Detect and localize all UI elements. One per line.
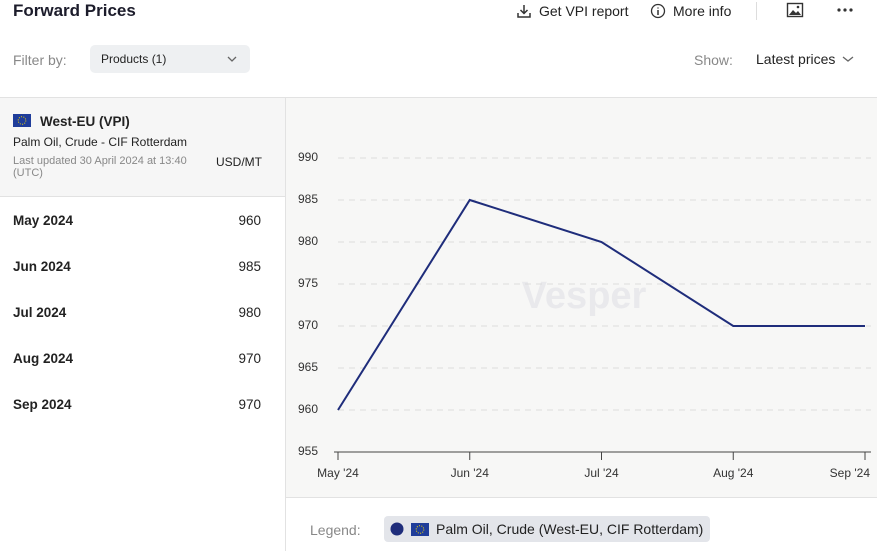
show-label: Show: (694, 52, 733, 68)
x-tick-label: Jun '24 (451, 466, 490, 480)
eu-flag (13, 114, 31, 127)
y-tick-label: 990 (298, 150, 318, 164)
y-tick-label: 970 (298, 318, 318, 332)
x-tick-label: Sep '24 (830, 466, 871, 480)
get-report-button[interactable]: Get VPI report (516, 3, 628, 19)
price-row: Aug 2024 970 (13, 335, 261, 381)
month: Aug 2024 (13, 350, 74, 366)
download-icon (517, 5, 531, 18)
divider (756, 2, 757, 20)
y-tick-label: 975 (298, 276, 318, 290)
eu-flag (411, 522, 429, 536)
legend: Legend: Palm Oil, Crude (West-EU, CIF Ro… (286, 497, 877, 552)
more-button[interactable] (836, 2, 854, 18)
price: 960 (238, 212, 261, 228)
chart: Vesper 955 960 965 970 975 980 985 990 May '24 Ju… (286, 98, 877, 497)
price-row: Jun 2024 985 (13, 243, 261, 289)
legend-title: Legend: (310, 522, 361, 538)
unit: USD/MT (216, 155, 262, 169)
page-title: Forward Prices (13, 1, 136, 20)
filter-label: Filter by: (13, 52, 67, 68)
show-dropdown[interactable]: Latest prices (756, 51, 854, 67)
panel-header: West-EU (VPI) Palm Oil, Crude - CIF Rott… (0, 98, 285, 197)
image-button[interactable] (786, 2, 804, 18)
price-row: May 2024 960 (13, 197, 261, 243)
month: Sep 2024 (13, 396, 72, 412)
legend-item[interactable]: Palm Oil, Crude (West-EU, CIF Rotterdam) (384, 516, 711, 542)
chevron (842, 56, 854, 62)
button-label: Get VPI report (539, 3, 629, 19)
price: 985 (238, 258, 261, 274)
more-info-button[interactable]: More info (650, 3, 731, 19)
y-tick-label: 980 (298, 234, 318, 248)
price: 970 (238, 396, 261, 412)
x-tick-label: Aug '24 (713, 466, 754, 480)
y-tick-label: 965 (298, 360, 318, 374)
price: 980 (238, 304, 261, 320)
watermark: Vesper (522, 275, 647, 317)
line (337, 198, 865, 411)
x-tick-label: May '24 (317, 466, 359, 480)
dropdown-value: Products (1) (101, 52, 167, 66)
y-tick-label: 955 (298, 444, 318, 458)
price-row: Jul 2024 980 (13, 289, 261, 335)
dropdown-value: Latest prices (756, 51, 836, 67)
price-panel: West-EU (VPI) Palm Oil, Crude - CIF Rott… (0, 98, 286, 551)
region: West-EU (VPI) (40, 114, 130, 129)
month: Jun 2024 (13, 258, 71, 274)
updated: Last updated 30 April 2024 at 13:40 (UTC… (13, 155, 187, 179)
chevron (227, 56, 237, 62)
legend-label: Palm Oil, Crude (West-EU, CIF Rotterdam) (436, 521, 704, 537)
month: Jul 2024 (13, 304, 67, 320)
month: May 2024 (13, 212, 74, 228)
x-tick-label: Jul '24 (584, 466, 619, 480)
legend-swatch (390, 522, 404, 536)
products-dropdown[interactable]: Products (1) (90, 45, 250, 73)
price: 970 (238, 350, 261, 366)
button-label: More info (673, 3, 732, 19)
y-tick-label: 960 (298, 402, 318, 416)
price-row: Sep 2024 970 (13, 381, 261, 427)
divider (0, 97, 877, 98)
product: Palm Oil, Crude - CIF Rotterdam (13, 135, 188, 149)
y-tick-label: 985 (298, 192, 318, 206)
info-icon (650, 3, 666, 19)
